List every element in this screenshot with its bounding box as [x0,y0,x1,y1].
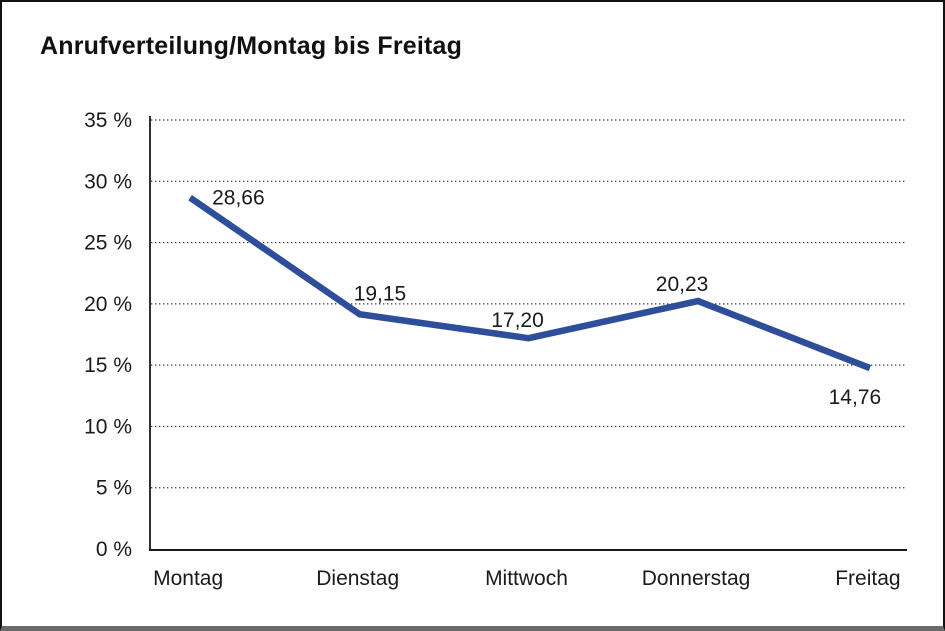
y-tick-label: 15 % [84,354,132,377]
data-label: 14,76 [829,386,882,409]
x-category-label: Freitag [835,567,900,590]
data-label: 17,20 [491,309,544,332]
series-line [188,195,872,372]
x-category-label: Donnerstag [642,567,751,590]
data-label: 28,66 [212,187,265,210]
y-tick-label: 35 % [84,109,132,132]
y-tick-label: 25 % [84,232,132,255]
data-label: 20,23 [656,273,709,296]
y-tick-label: 20 % [84,293,132,316]
x-category-label: Dienstag [316,567,399,590]
x-category-label: Mittwoch [485,567,568,590]
data-label: 19,15 [354,282,407,305]
y-tick-label: 10 % [84,415,132,438]
y-tick-label: 5 % [96,477,132,500]
y-tick-label: 30 % [84,170,132,193]
y-tick-label: 0 % [96,538,132,561]
x-category-label: Montag [153,567,223,590]
chart-title: Anrufverteilung/Montag bis Freitag [40,32,463,60]
